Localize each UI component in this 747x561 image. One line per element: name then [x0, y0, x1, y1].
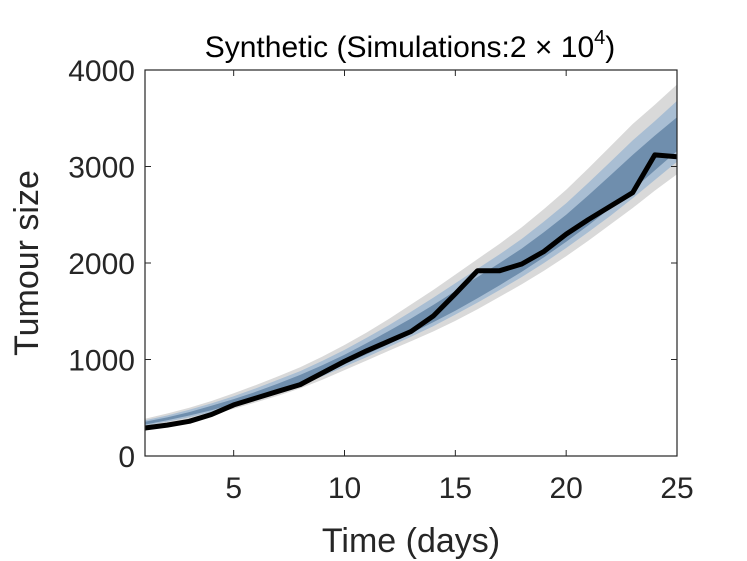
chart-title-exponent: 4 [594, 27, 605, 49]
y-axis-label: Tumour size [8, 170, 46, 356]
y-tick-label-1: 1000 [68, 345, 135, 378]
x-tick-label-2: 15 [439, 472, 472, 505]
band-0 [145, 84, 677, 428]
x-tick-label-1: 10 [328, 472, 361, 505]
x-tick-label-3: 20 [549, 472, 582, 505]
chart-title-base: 10 [552, 31, 594, 64]
lines-group [144, 152, 678, 431]
x-tick-label-0: 5 [225, 472, 242, 505]
y-axis: 0 1000 2000 3000 4000 [68, 55, 677, 474]
series-line-0 [144, 152, 678, 431]
x-axis: 5 10 15 20 25 [225, 70, 694, 505]
bands-group [145, 84, 677, 428]
chart-title-times: × [535, 31, 553, 64]
y-tick-label-4: 4000 [68, 55, 135, 88]
band-1 [145, 100, 677, 426]
x-axis-label: Time (days) [322, 522, 500, 560]
y-tick-label-0: 0 [118, 441, 135, 474]
y-tick-label-2: 2000 [68, 248, 135, 281]
chart-title-suffix: ) [605, 31, 615, 64]
x-tick-label-4: 25 [660, 472, 693, 505]
y-tick-label-3: 3000 [68, 152, 135, 185]
chart-title-prefix: Synthetic (Simulations:2 [205, 31, 535, 64]
chart-title: Synthetic (Simulations:2 × 104) [205, 27, 616, 64]
